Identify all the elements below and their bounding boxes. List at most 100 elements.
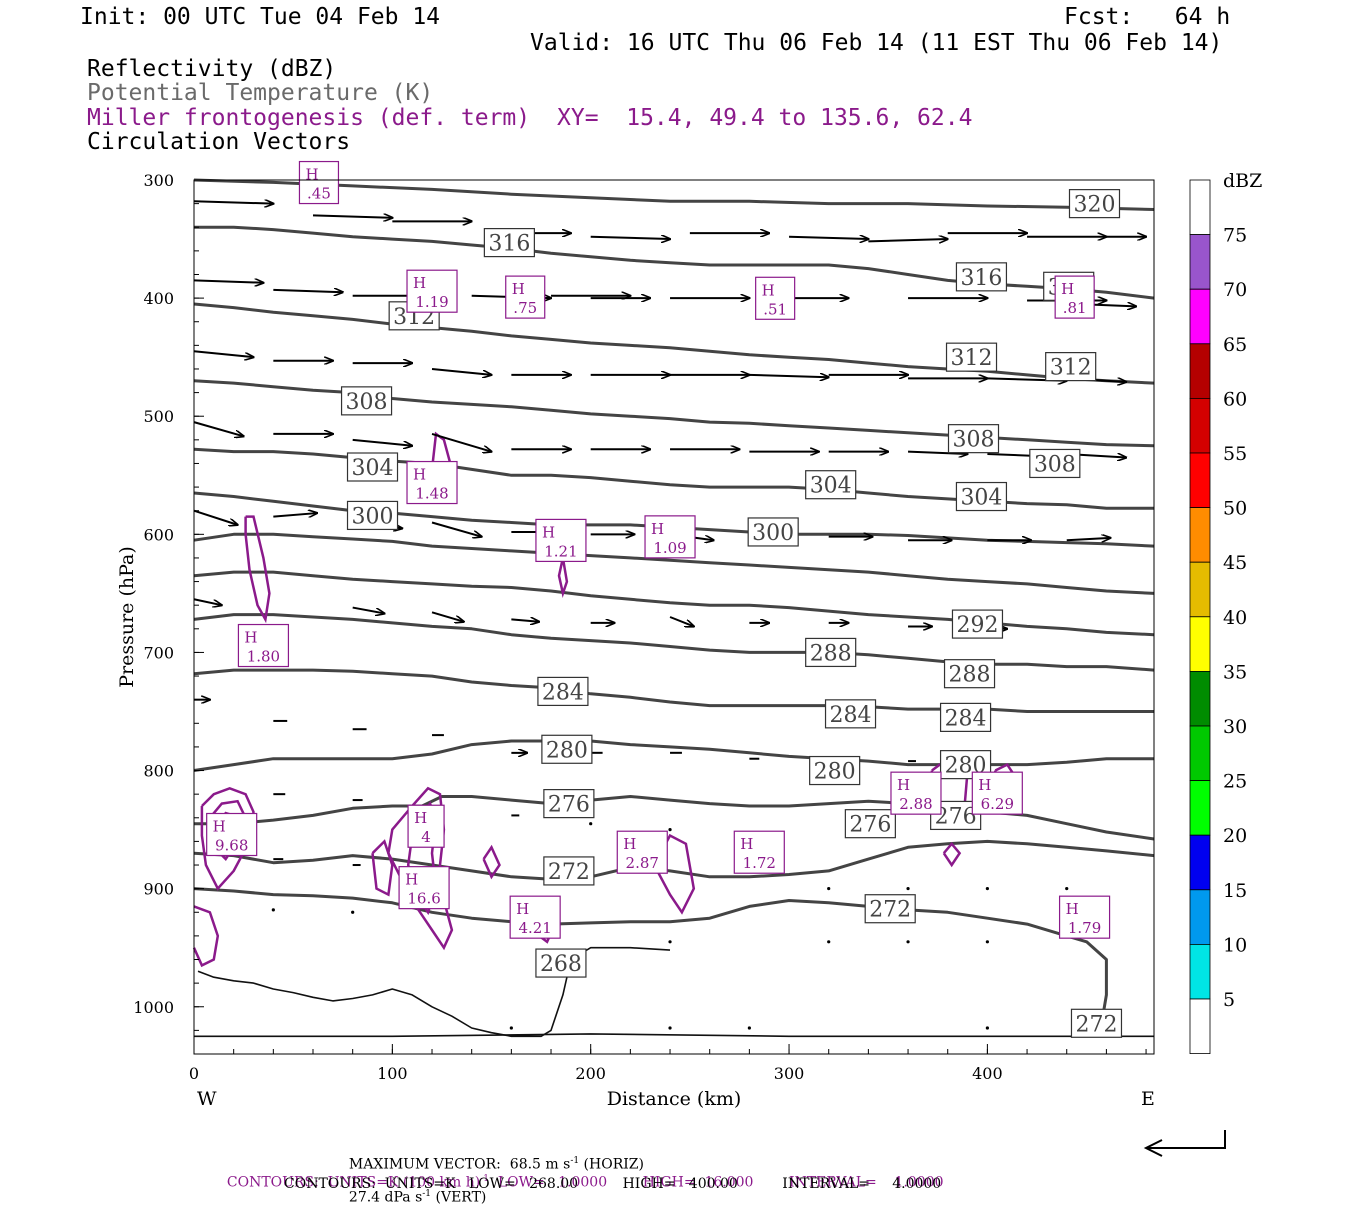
circulation-vector	[271, 908, 275, 912]
frontogenesis-contour	[371, 839, 394, 897]
east-label: E	[1141, 1088, 1155, 1110]
frontogenesis-max-label: H.51	[755, 276, 796, 320]
theta-label-text: 316	[488, 232, 530, 257]
x-tick-label: 300	[774, 1064, 805, 1083]
theta-label-text: 316	[960, 266, 1002, 291]
x-axis-title: Distance (km)	[607, 1088, 742, 1110]
colorbar-swatch	[1189, 944, 1211, 1000]
colorbar-label: 25	[1223, 771, 1247, 793]
max-value: .81	[1063, 299, 1087, 317]
theta-label-text: 304	[352, 456, 394, 481]
colorbar-swatch	[1189, 288, 1211, 345]
y-tick-label: 500	[143, 407, 174, 426]
colorbar-swatch	[1189, 179, 1211, 235]
circulation-vector	[511, 619, 539, 621]
theta-contour-label: 292	[951, 609, 1004, 639]
colorbar-swatch	[1189, 780, 1211, 836]
max-value: .45	[307, 185, 331, 203]
max-mark: H	[305, 166, 318, 184]
colorbar-swatch	[1189, 725, 1211, 781]
theta-contour-label: 312	[1045, 352, 1097, 382]
west-label: W	[197, 1088, 217, 1110]
x-tick-label: 200	[575, 1064, 606, 1083]
circulation-vector	[749, 375, 828, 377]
theta-label-text: 320	[1073, 193, 1115, 218]
y-tick-label: 300	[143, 171, 174, 190]
theta-contour-label: 300	[747, 517, 799, 547]
frontogenesis-max-label: H.45	[298, 160, 340, 205]
theta-contour-276	[193, 839, 1155, 881]
colorbar-label: 20	[1223, 825, 1247, 847]
circulation-vector	[668, 940, 672, 944]
colorbar-swatch	[1189, 234, 1211, 290]
colorbar-label: 60	[1223, 388, 1247, 410]
theta-label-text: 288	[810, 641, 852, 666]
fronto-contour-exp: -1	[480, 1174, 489, 1184]
theta-contour-label: 284	[939, 702, 992, 732]
frontogenesis-contour	[942, 841, 962, 868]
colorbar-label: 75	[1223, 225, 1247, 247]
frontogenesis-contour	[557, 557, 569, 599]
frontogenesis-max-label: H.81	[1054, 275, 1095, 319]
max-value: 1.19	[415, 293, 448, 311]
y-tick-label: 1000	[133, 998, 174, 1017]
max-vector-vert-exp: -1	[422, 1188, 432, 1199]
theta-contour-label: 320	[1068, 189, 1121, 219]
colorbar-unit: dBZ	[1223, 170, 1262, 192]
colorbar-swatch	[1189, 616, 1211, 672]
frontogenesis-max-label: H1.48	[406, 460, 458, 505]
theta-label-text: 304	[960, 486, 1002, 511]
theta-contour-label: 284	[537, 676, 589, 707]
circulation-vector	[985, 940, 989, 944]
colorbar-label: 45	[1223, 552, 1247, 574]
max-mark: H	[542, 523, 555, 541]
colorbar-label: 40	[1223, 607, 1247, 629]
theta-contour-304	[193, 447, 1154, 510]
frontogenesis-contour	[192, 905, 220, 968]
y-tick-label: 700	[143, 643, 174, 662]
colorbar-label: 35	[1223, 661, 1247, 683]
colorbar-swatch	[1189, 452, 1211, 508]
max-value: 1.21	[544, 542, 577, 560]
frontogenesis-max-label: H2.87	[616, 830, 668, 874]
circulation-vector	[193, 280, 263, 282]
theta-contour-label: 272	[1070, 1008, 1123, 1038]
max-vector-horiz-label: (HORIZ)	[579, 1156, 644, 1173]
circulation-vector	[868, 239, 947, 241]
theta-label-text: 300	[752, 521, 794, 546]
max-value: 9.68	[215, 837, 248, 855]
max-value: 1.80	[247, 648, 280, 666]
y-tick-label: 400	[143, 289, 174, 308]
theta-contour-272	[193, 887, 1108, 1019]
colorbar-label: 50	[1223, 498, 1247, 520]
theta-contour-label: 276	[543, 789, 595, 819]
theta-contour-label: 300	[346, 500, 399, 531]
fronto-contour-units: CONTOURS: UNITS=K (100 km h)	[226, 1174, 481, 1191]
x-tick-label: 400	[972, 1064, 1003, 1083]
circulation-vector	[906, 940, 910, 944]
max-vector-horiz-exp: -1	[570, 1156, 580, 1166]
colorbar-label: 10	[1223, 934, 1247, 956]
theta-label-text: 284	[542, 680, 584, 705]
theta-contour-label: 276	[844, 809, 896, 839]
max-value: 2.87	[626, 854, 659, 872]
frontogenesis-max-label: H.75	[505, 275, 546, 319]
max-vector-horiz: MAXIMUM VECTOR: 68.5 m s	[348, 1156, 571, 1173]
max-mark: H	[414, 809, 427, 827]
max-value: 1.48	[415, 485, 448, 503]
theta-contour-label: 288	[805, 637, 857, 668]
theta-label-text: 272	[1075, 1012, 1117, 1037]
theta-label-text: 284	[830, 703, 872, 728]
frontogenesis-max-label: H4	[407, 804, 445, 848]
max-mark: H	[516, 900, 529, 918]
theta-contour-label: 304	[955, 481, 1008, 512]
max-mark: H	[1066, 900, 1079, 918]
theta-label-text: 292	[956, 613, 998, 638]
max-value: 4.21	[518, 919, 551, 937]
circulation-vector	[193, 598, 222, 605]
y-tick-label: 800	[143, 762, 174, 781]
theta-contour-label: 272	[864, 894, 916, 924]
x-tick-label: 100	[377, 1064, 408, 1083]
y-axis-title: Pressure (hPa)	[116, 546, 138, 688]
